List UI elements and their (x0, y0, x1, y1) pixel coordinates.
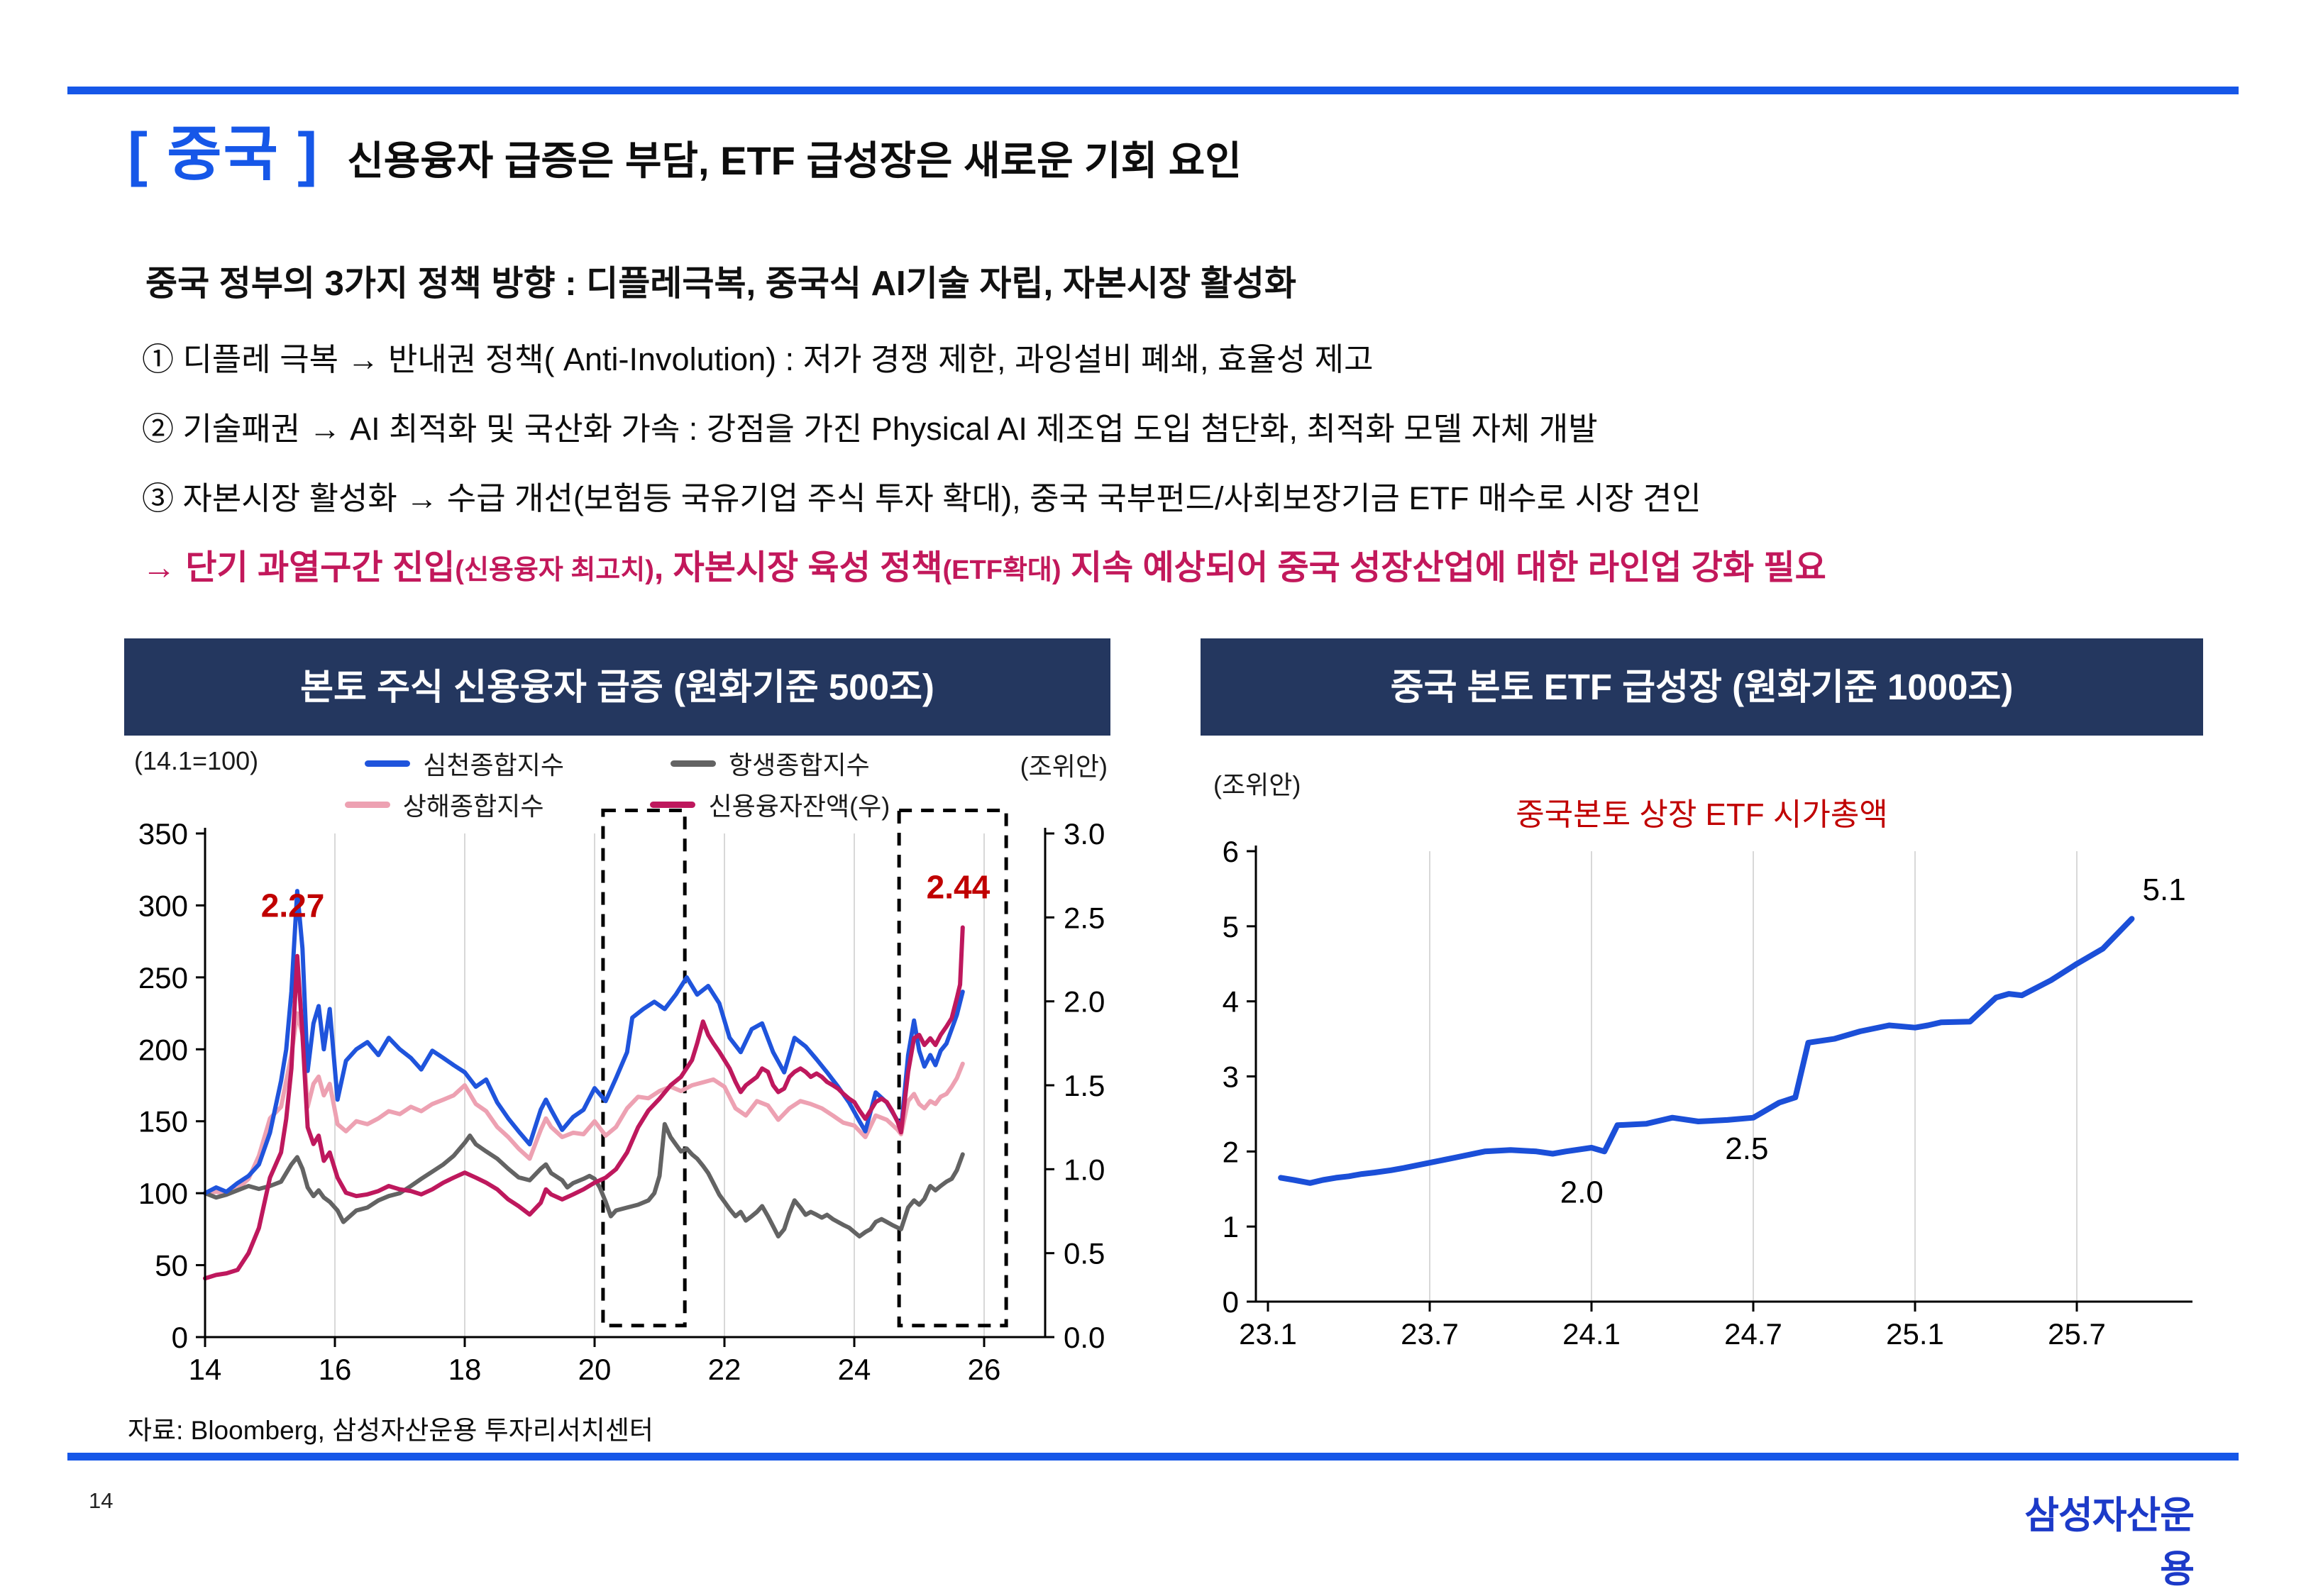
svg-text:16: 16 (319, 1353, 352, 1386)
svg-text:26: 26 (968, 1353, 1001, 1386)
svg-text:24.1: 24.1 (1562, 1317, 1621, 1351)
source-note: 자료: Bloomberg, 삼성자산운용 투자리서치센터 (128, 1416, 653, 1445)
legend-item: 심천종합지수 (365, 745, 564, 782)
takeaway-segment: (ETF확대) (942, 555, 1061, 585)
takeaway-segment: (신용융자 최고치) (455, 555, 654, 585)
svg-text:350: 350 (138, 817, 188, 850)
svg-text:2.27: 2.27 (261, 887, 325, 924)
page-number: 14 (89, 1488, 114, 1513)
svg-text:2.0: 2.0 (1064, 985, 1105, 1019)
chart-right-title-bar: 중국 본토 ETF 급성장 (원화기준 1000조) (1201, 638, 2203, 736)
chart-margin-financing: 0 50 100 150 200 250 300 350 0.0 0.5 1.0 1.5 2.0 2.5 3… (124, 638, 1110, 1404)
legend-item: 상해종합지수 (344, 786, 544, 823)
svg-text:300: 300 (138, 889, 188, 922)
svg-text:0: 0 (1223, 1285, 1239, 1319)
svg-text:20: 20 (578, 1353, 612, 1386)
svg-text:18: 18 (448, 1353, 482, 1386)
legend-swatch (365, 760, 411, 767)
legend-label: 신용융자잔액(우) (708, 792, 890, 821)
svg-text:3.0: 3.0 (1064, 817, 1105, 850)
svg-text:5.1: 5.1 (2143, 872, 2186, 907)
left-axis-caption: (14.1=100) (134, 746, 259, 775)
svg-text:0.0: 0.0 (1064, 1321, 1105, 1354)
svg-text:3: 3 (1223, 1060, 1239, 1094)
margin-financing-plot: 0 50 100 150 200 250 300 350 0.0 0.5 1.0 1.5 2.0 2.5 3… (138, 809, 1105, 1386)
bottom-divider (67, 1453, 2239, 1461)
svg-text:5: 5 (1223, 910, 1239, 943)
legend-item: 항생종합지수 (671, 745, 870, 782)
svg-text:22: 22 (708, 1353, 741, 1386)
svg-text:0.5: 0.5 (1064, 1237, 1105, 1270)
svg-text:25.1: 25.1 (1886, 1317, 1944, 1351)
section-heading: 중국 정부의 3가지 정책 방향 : 디플레극복, 중국식 AI기술 자립, 자… (145, 265, 1296, 303)
page-title-tag: [ 중국 ] (128, 121, 319, 187)
top-divider (67, 87, 2239, 94)
svg-text:100: 100 (138, 1177, 188, 1210)
right-axis-caption: (조위안) (1020, 752, 1108, 781)
chart-etf-growth: 0 1 2 3 4 5 6 23.1 23.7 24.1 24.7 25.1 25.7 2.0 2.5 5.1… (1201, 638, 2203, 1380)
svg-text:25.7: 25.7 (2048, 1317, 2106, 1351)
title-row: [ 중국 ] 신용융자 급증은 부담, ETF 급성장은 새로운 기회 요인 (128, 106, 1242, 192)
svg-text:50: 50 (155, 1249, 188, 1282)
legend-swatch (344, 801, 390, 808)
legend-swatch (671, 760, 716, 767)
bullet-3: ③ 자본시장 활성화 → 수급 개선(보험등 국유기업 주식 투자 확대), 중… (142, 480, 1701, 516)
legend-label: 상해종합지수 (402, 792, 544, 821)
legend-swatch (650, 801, 696, 808)
svg-text:2: 2 (1223, 1135, 1239, 1168)
svg-text:23.1: 23.1 (1239, 1317, 1297, 1351)
legend-row-2: 상해종합지수 신용융자잔액(우) (124, 786, 1110, 823)
svg-text:4: 4 (1223, 985, 1239, 1019)
svg-text:200: 200 (138, 1033, 188, 1066)
svg-text:6: 6 (1223, 835, 1239, 868)
takeaway-segment: 지속 예상되어 중국 성장산업에 대한 라인업 강화 필요 (1061, 549, 1826, 587)
company-logo: 삼성자산운용 (2024, 1495, 2195, 1590)
bullet-1: ① 디플레 극복 → 반내권 정책( Anti-Involution) : 저가… (142, 341, 1374, 377)
takeaway-line: → 단기 과열구간 진입(신용융자 최고치), 자본시장 육성 정책(ETF확대… (142, 539, 1826, 589)
svg-text:2.44: 2.44 (927, 868, 991, 905)
svg-text:0: 0 (172, 1321, 188, 1354)
takeaway-segment: → 단기 과열구간 진입 (142, 549, 456, 587)
svg-text:24: 24 (838, 1353, 871, 1386)
svg-text:1.5: 1.5 (1064, 1069, 1105, 1102)
svg-text:24.7: 24.7 (1724, 1317, 1782, 1351)
etf-inner-title: 중국본토 상장 ETF 시가총액 (1516, 797, 1888, 832)
bullet-2: ② 기술패권 → AI 최적화 및 국산화 가속 : 강점을 가진 Physic… (142, 411, 1598, 447)
svg-text:1: 1 (1223, 1210, 1239, 1243)
legend-label: 심천종합지수 (423, 750, 564, 780)
svg-text:23.7: 23.7 (1401, 1317, 1459, 1351)
svg-text:250: 250 (138, 961, 188, 994)
takeaway-segment: , 자본시장 육성 정책 (653, 549, 943, 587)
legend-row-1: 심천종합지수 항생종합지수 (124, 745, 1110, 782)
etf-axis-caption: (조위안) (1213, 770, 1301, 799)
svg-text:2.5: 2.5 (1064, 901, 1105, 934)
svg-text:2.5: 2.5 (1725, 1131, 1768, 1166)
svg-text:14: 14 (189, 1353, 222, 1386)
etf-growth-plot: 0 1 2 3 4 5 6 23.1 23.7 24.1 24.7 25.1 25.7 2.0 2.5 5.1 (1223, 835, 2192, 1351)
legend-label: 항생종합지수 (729, 750, 870, 780)
page-title: 신용융자 급증은 부담, ETF 급성장은 새로운 기회 요인 (347, 138, 1242, 183)
legend-item: 신용융자잔액(우) (650, 786, 890, 823)
chart-left-title-bar: 본토 주식 신용융자 급증 (원화기준 500조) (124, 638, 1110, 736)
svg-text:2.0: 2.0 (1560, 1175, 1604, 1209)
svg-text:150: 150 (138, 1105, 188, 1138)
svg-text:1.0: 1.0 (1064, 1153, 1105, 1186)
